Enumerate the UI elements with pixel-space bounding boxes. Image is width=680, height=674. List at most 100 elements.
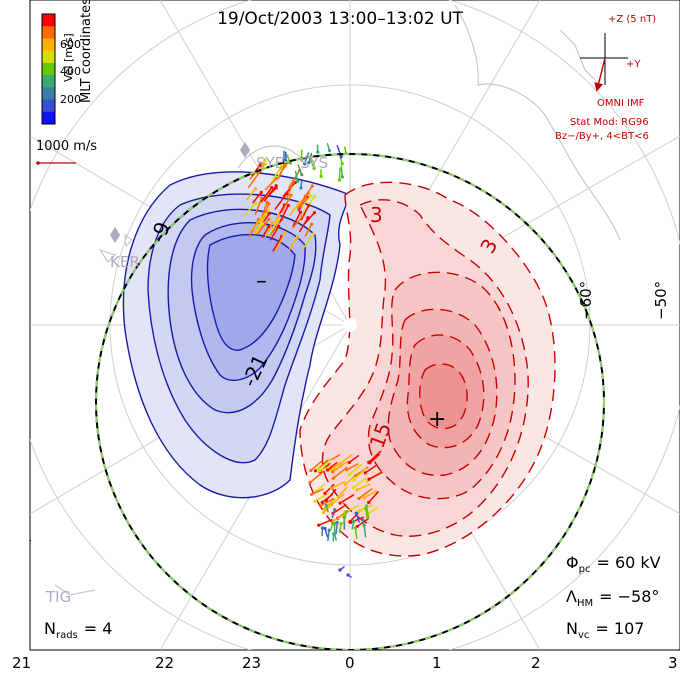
nvc-stat: Nvc = 107 — [566, 619, 644, 641]
nrads-stat: Nrads = 4 — [44, 619, 112, 641]
velocity-vector-origin — [335, 520, 339, 524]
velocity-vector — [271, 165, 283, 183]
velocity-vector — [337, 486, 348, 498]
velocity-vector-origin — [307, 203, 311, 208]
velocity-vector-origin — [267, 212, 271, 216]
velocity-vector-origin — [320, 500, 324, 504]
velocity-vector — [246, 188, 257, 201]
velocity-vector-origin — [309, 468, 313, 473]
velocity-tick-600: 600 — [60, 38, 81, 51]
velocity-vector — [317, 519, 333, 526]
velocity-vector-origin — [318, 504, 323, 508]
velocity-vector — [244, 202, 258, 215]
velocity-vector — [342, 510, 347, 524]
velocity-vectors — [244, 143, 383, 578]
velocity-vector — [263, 184, 277, 202]
velocity-vector-origin — [282, 158, 286, 162]
velocity-vector-origin — [253, 187, 258, 191]
velocity-vector-origin — [312, 166, 316, 170]
station-marker-sye — [240, 142, 250, 158]
velocity-vector-origin — [274, 184, 278, 188]
velocity-scale-swatch — [42, 99, 55, 113]
velocity-vector-origin — [329, 486, 333, 490]
velocity-vector — [278, 162, 287, 179]
velocity-vector — [324, 483, 335, 495]
velocity-scale-frame — [41, 13, 56, 125]
velocity-vector — [348, 463, 363, 476]
velocity-vector-origin — [327, 148, 332, 153]
velocity-vector — [330, 481, 346, 489]
velocity-vector-origin — [285, 192, 289, 196]
velocity-scale-swatch — [42, 26, 55, 39]
velocity-vector-origin — [261, 216, 265, 220]
velocity-vector — [348, 454, 360, 464]
coastline-west — [237, 145, 306, 169]
velocity-vector — [284, 151, 287, 163]
coastline-south — [54, 584, 96, 596]
velocity-vector-origin — [276, 218, 281, 222]
velocity-vector — [264, 221, 273, 238]
velocity-vector-origin — [346, 573, 350, 577]
velocity-vector — [365, 507, 368, 520]
velocity-vector-origin — [324, 498, 328, 503]
velocity-vector-origin — [313, 499, 317, 503]
mlt-label-3: 3 — [668, 654, 678, 672]
velocity-vector-origin — [329, 503, 333, 507]
phi-pc-stat: Φpc = 60 kV — [566, 553, 661, 575]
velocity-vector — [279, 204, 290, 223]
velocity-vector — [363, 490, 378, 499]
mlt-label-2: 2 — [531, 654, 541, 672]
velocity-vector-origin — [333, 467, 337, 472]
velocity-vector-origin — [270, 220, 274, 225]
mlt-label-22: 22 — [155, 654, 174, 672]
velocity-vector-origin — [265, 200, 269, 204]
velocity-vector-origin — [365, 480, 369, 484]
lat-label-60: −60° — [577, 281, 595, 320]
velocity-vector — [247, 170, 261, 189]
velocity-vector-origin — [347, 460, 351, 465]
mlt-label-0: 0 — [345, 654, 355, 672]
velocity-vector-origin — [274, 176, 278, 181]
velocity-vector — [315, 483, 326, 493]
velocity-vector — [260, 186, 273, 203]
velocity-vector-origin — [318, 469, 322, 473]
velocity-scale-swatch — [42, 111, 55, 125]
velocity-scale-swatch — [42, 62, 55, 76]
velocity-vector — [264, 177, 278, 191]
velocity-vector-origin — [322, 507, 327, 511]
velocity-vector-origin — [343, 482, 348, 487]
velocity-vector-origin — [339, 155, 343, 159]
coastline-east — [454, 4, 621, 241]
velocity-vector-origin — [312, 194, 317, 199]
mlt-label-1: 1 — [432, 654, 442, 672]
velocity-vector-origin — [319, 174, 323, 179]
fit-order: FitOrder: 8, mapEX format — [17, 469, 32, 640]
velocity-vector-origin — [355, 488, 359, 492]
velocity-vector-origin — [327, 528, 331, 532]
velocity-vector — [298, 216, 309, 233]
mlt-axis: 21 22 23 0 1 2 3 — [12, 654, 678, 672]
velocity-vector-origin — [312, 211, 317, 215]
potential-maximum-marker: + — [428, 407, 446, 432]
velocity-vector — [339, 494, 355, 504]
velocity-vector — [352, 477, 367, 489]
velocity-vector — [335, 521, 338, 535]
chart-title: 19/Oct/2003 13:00–13:02 UT — [217, 9, 463, 29]
velocity-vector-origin — [297, 200, 302, 204]
mlt-label-23: 23 — [242, 654, 261, 672]
velocity-vector-origin — [367, 500, 371, 505]
velocity-vector — [330, 493, 345, 506]
velocity-vector — [250, 217, 264, 231]
imf-y-label: +Y — [626, 59, 641, 70]
velocity-vector — [319, 498, 335, 507]
velocity-vector — [326, 461, 338, 471]
station-marker-ker — [110, 227, 120, 243]
velocity-vector — [353, 468, 367, 481]
velocity-vector-origin — [314, 469, 318, 473]
velocity-vector — [332, 512, 348, 522]
velocity-vector — [325, 488, 337, 502]
velocity-vector — [289, 201, 301, 217]
contour-pos-6 — [419, 363, 468, 430]
station-ker: KER — [110, 253, 140, 271]
velocity-vector-origin — [310, 184, 314, 188]
